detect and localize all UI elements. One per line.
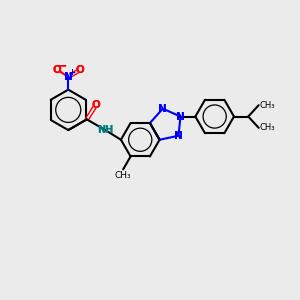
Text: +: + xyxy=(68,68,75,77)
Text: N: N xyxy=(174,131,183,141)
Text: NH: NH xyxy=(97,125,113,135)
Text: N: N xyxy=(64,72,73,82)
Text: N: N xyxy=(176,112,185,122)
Text: N: N xyxy=(64,72,73,82)
Text: N: N xyxy=(158,104,167,114)
Text: N: N xyxy=(158,104,167,114)
Text: N: N xyxy=(176,112,185,122)
Text: O: O xyxy=(76,65,85,75)
Text: −: − xyxy=(57,59,68,72)
Text: CH₃: CH₃ xyxy=(114,171,131,180)
Text: O: O xyxy=(53,65,62,75)
Text: NH: NH xyxy=(97,125,113,135)
Text: +: + xyxy=(68,68,75,77)
Text: O: O xyxy=(76,65,85,75)
Text: O: O xyxy=(91,100,100,110)
Text: −: − xyxy=(57,59,68,72)
Text: N: N xyxy=(174,131,183,141)
Text: CH₃: CH₃ xyxy=(260,101,275,110)
Text: CH₃: CH₃ xyxy=(260,123,275,132)
Text: O: O xyxy=(91,100,100,110)
Text: O: O xyxy=(53,65,62,75)
